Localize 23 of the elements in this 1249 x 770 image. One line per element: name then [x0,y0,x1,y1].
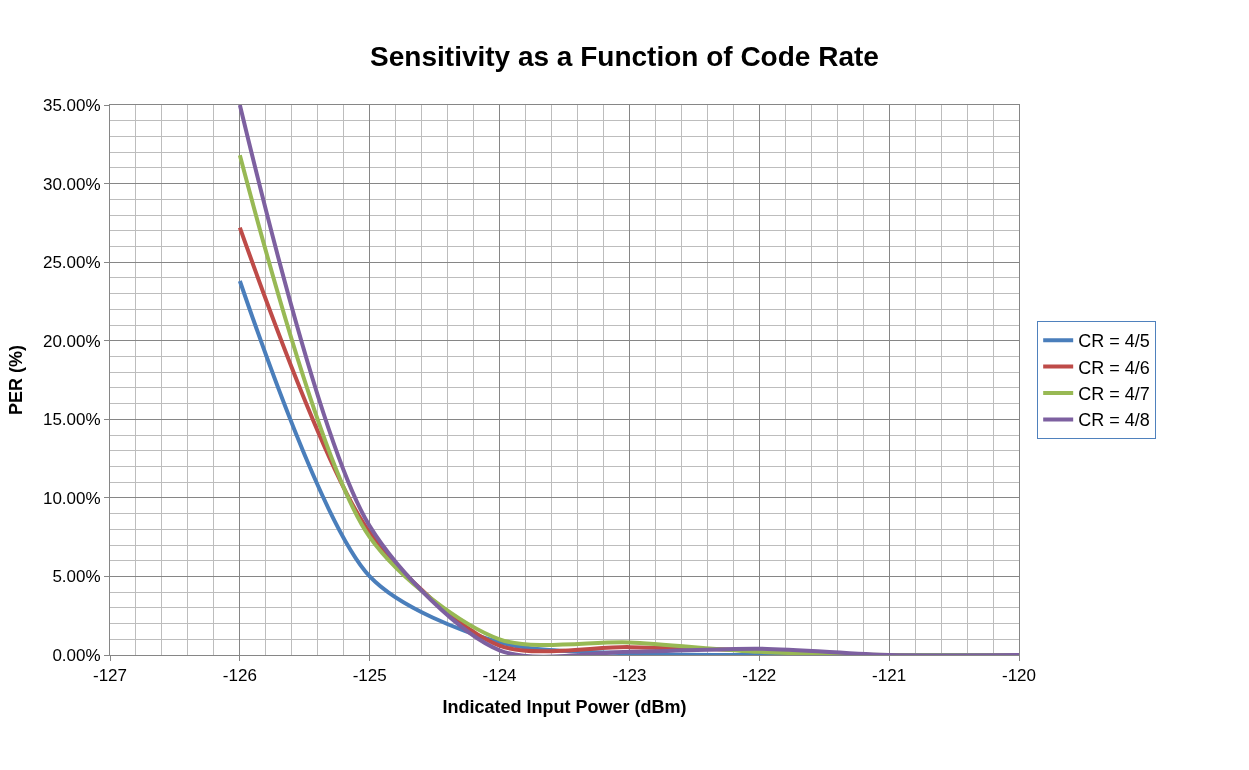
y-tick-label: 30.00% [42,174,101,194]
y-tick-label: 20.00% [42,331,101,351]
y-tick-label: 5.00% [52,567,101,587]
y-tick-label: 15.00% [42,410,101,430]
x-tick-label: -120 [1001,666,1037,686]
x-tick-label: -123 [612,666,647,686]
x-tick-label: -121 [872,666,907,686]
x-tick-label: -125 [352,666,387,686]
x-tick-label: -127 [92,666,128,686]
chart-title: Sensitivity as a Function of Code Rate [370,40,879,72]
x-tick-label: -124 [482,666,517,686]
legend-label: CR = 4/8 [1078,410,1150,431]
x-tick-label: -122 [742,666,777,686]
legend-label: CR = 4/7 [1078,384,1150,405]
legend-label: CR = 4/6 [1078,357,1150,378]
x-axis-title: Indicated Input Power (dBm) [442,696,687,717]
y-tick-label: 10.00% [42,488,101,508]
y-tick-label: 0.00% [52,645,101,665]
legend-label: CR = 4/5 [1078,331,1150,352]
y-axis-title: PER (%) [6,344,27,416]
x-tick-label: -126 [222,666,257,686]
y-tick-label: 35.00% [42,95,101,115]
y-tick-label: 25.00% [42,253,101,273]
